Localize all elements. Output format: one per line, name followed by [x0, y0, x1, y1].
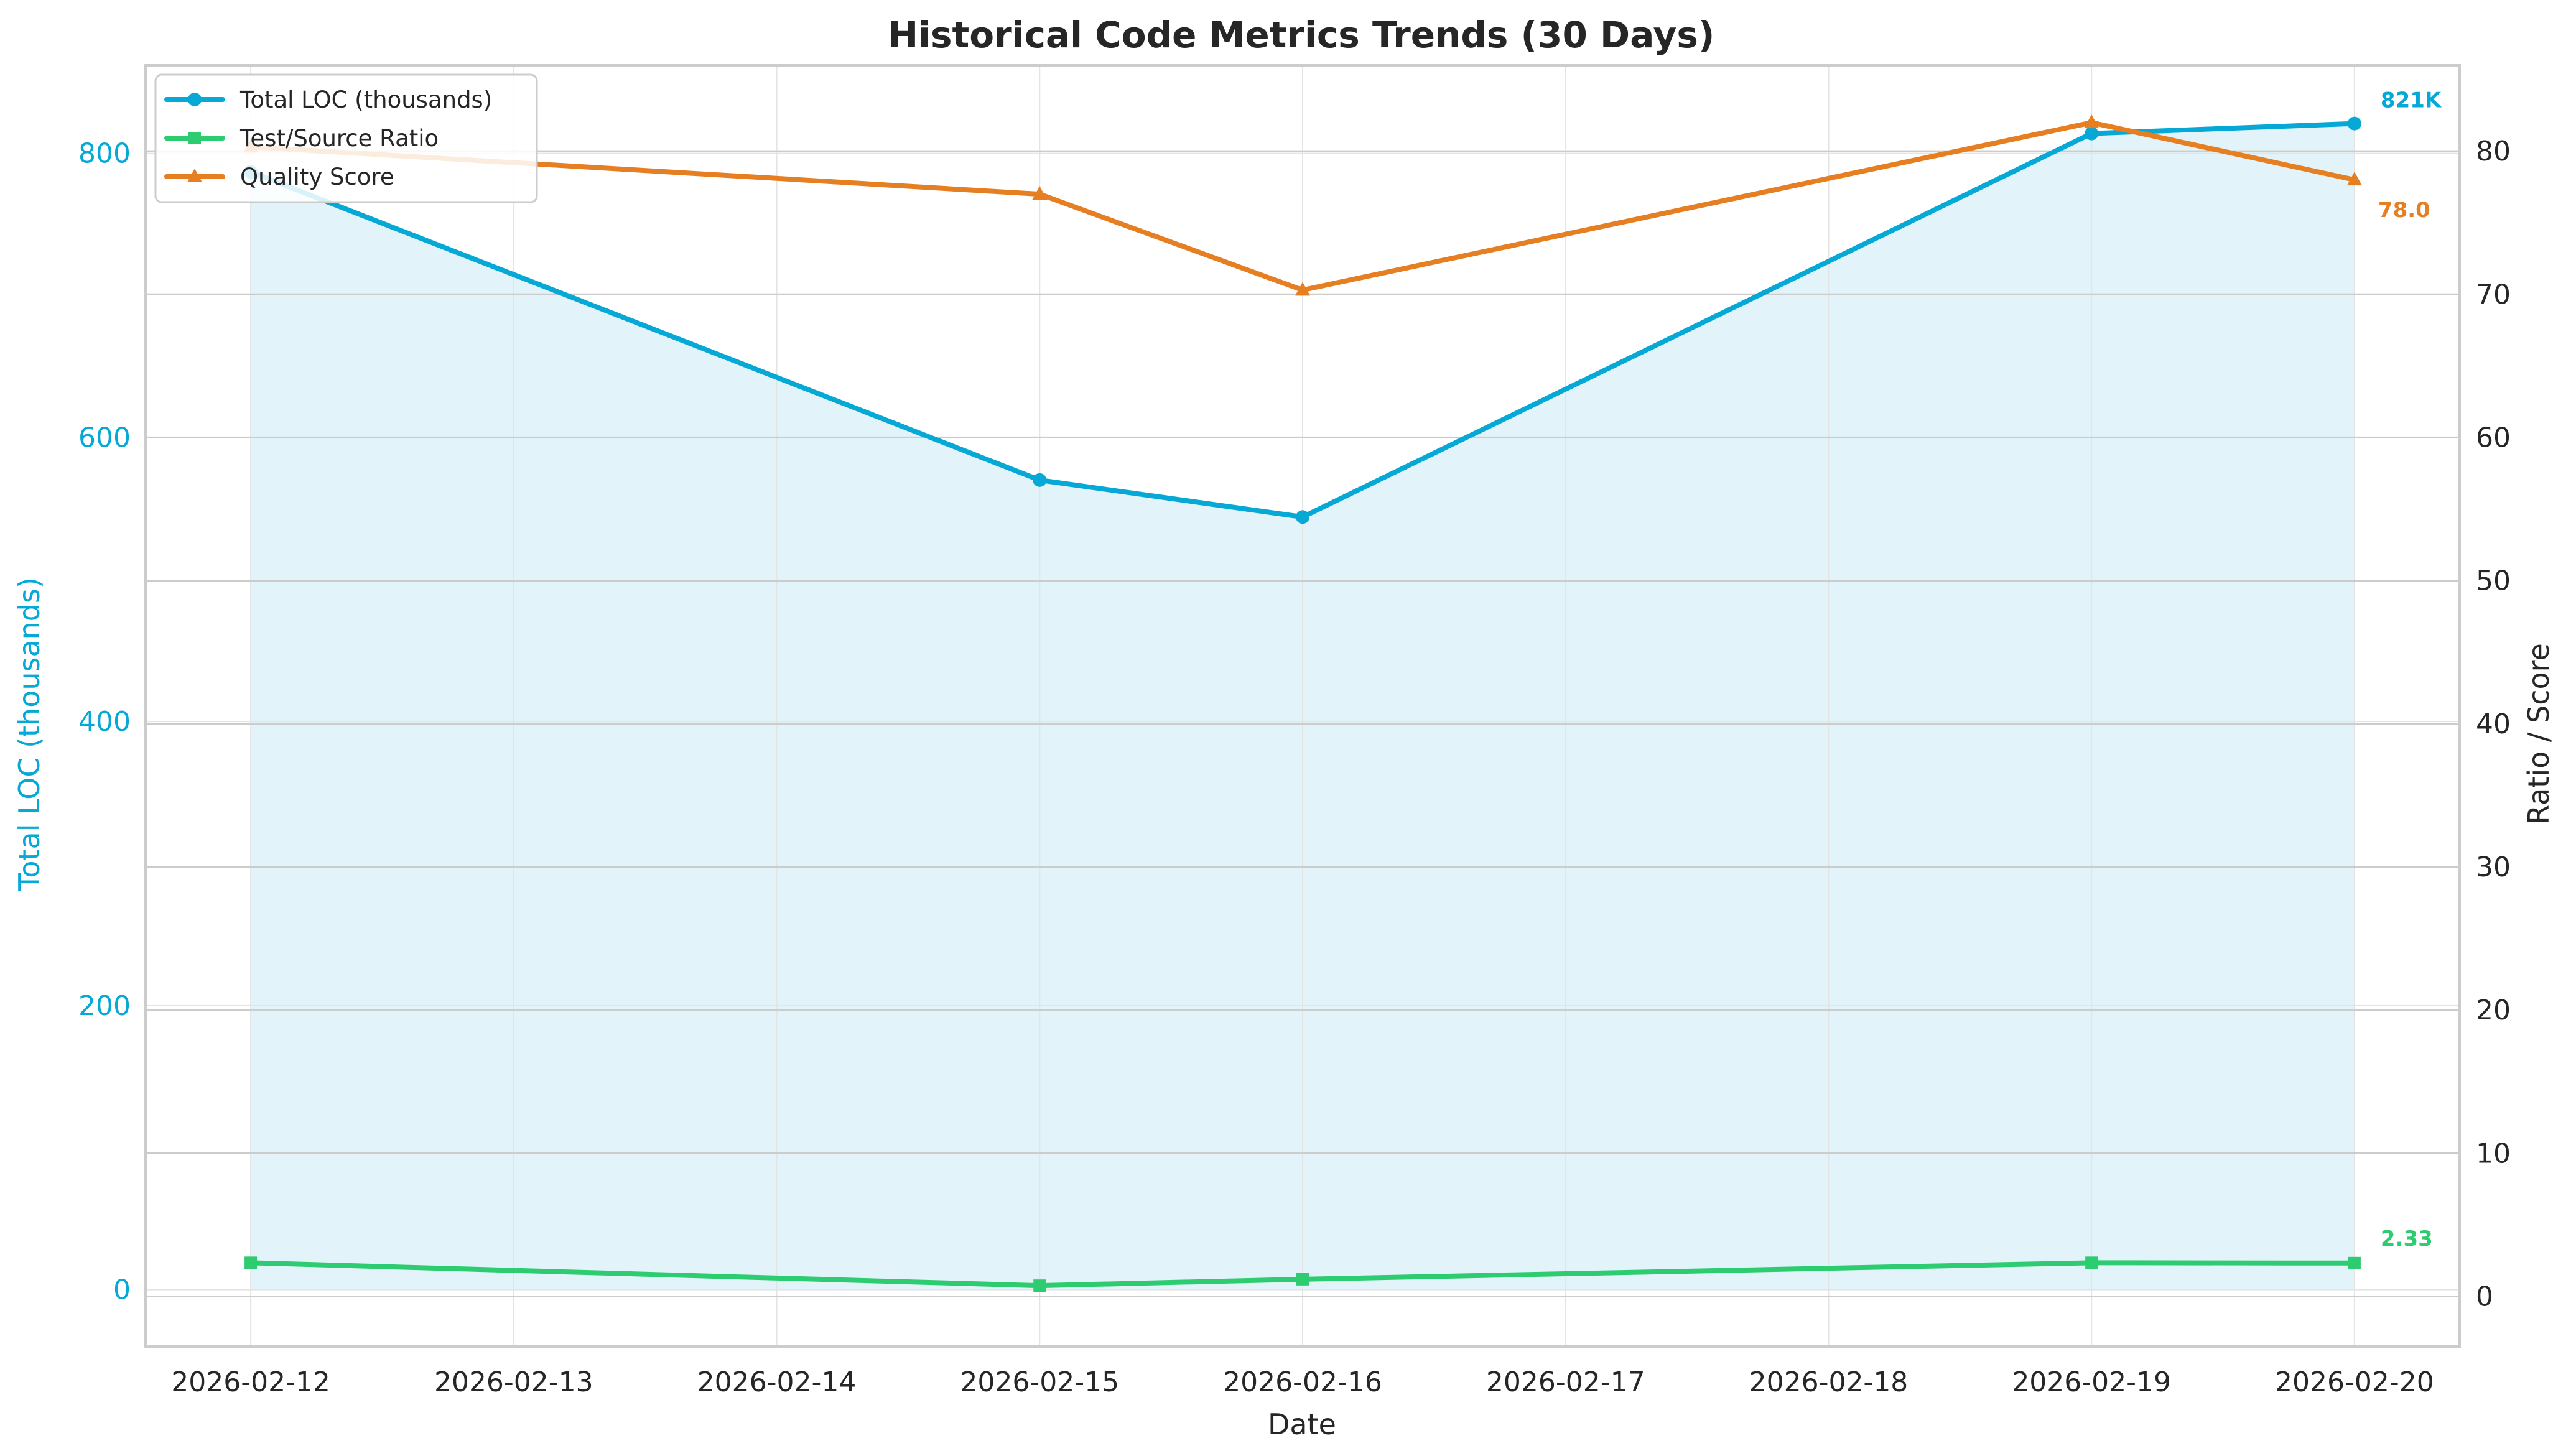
- y-right-tick-label: 10: [2476, 1138, 2511, 1169]
- end-value-label: 2.33: [2381, 1226, 2433, 1251]
- data-point-marker: [2348, 1256, 2361, 1269]
- legend: Total LOC (thousands) Test/Source Ratio Qu…: [154, 73, 538, 203]
- x-tick-label: 2026-02-18: [1749, 1366, 1909, 1398]
- label-layer: 821K 2.33 78.0: [2378, 88, 2442, 1251]
- y-right-tick-label: 40: [2476, 708, 2511, 740]
- data-point-marker: [2347, 116, 2361, 131]
- x-tick-label: 2026-02-15: [960, 1366, 1119, 1398]
- y-right-tick-label: 30: [2476, 851, 2511, 883]
- y-right-tick-label: 0: [2476, 1281, 2493, 1312]
- x-tick-label: 2026-02-13: [434, 1366, 593, 1398]
- data-point-marker: [188, 132, 201, 144]
- data-point-marker: [188, 93, 202, 106]
- y-axis-left-label: Total LOC (thousands): [12, 577, 46, 891]
- data-point-marker: [1032, 186, 1048, 200]
- legend-box: [154, 73, 538, 203]
- y-right-tick-label: 60: [2476, 422, 2511, 453]
- data-point-marker: [2085, 126, 2099, 141]
- y-axis-right-label: Ratio / Score: [2522, 643, 2555, 825]
- chart-title: Historical Code Metrics Trends (30 Days): [888, 14, 1715, 56]
- data-point-marker: [1033, 473, 1047, 487]
- y-left-tick-label: 400: [78, 706, 131, 738]
- x-tick-label: 2026-02-12: [171, 1366, 330, 1398]
- data-point-marker: [1033, 1279, 1046, 1292]
- y-left-tick-label: 0: [113, 1274, 131, 1306]
- y-left-tick-label: 600: [78, 422, 131, 453]
- y-right-tick-label: 20: [2476, 995, 2511, 1026]
- plot-frame: [144, 64, 2461, 1348]
- x-tick-label: 2026-02-20: [2275, 1366, 2434, 1398]
- data-point-marker: [2346, 172, 2362, 186]
- spine-layer: [144, 64, 2461, 1348]
- legend-label: Test/Source Ratio: [239, 125, 439, 152]
- y-right-tick-label: 50: [2476, 565, 2511, 597]
- y-right-tick-label: 70: [2476, 279, 2511, 310]
- series-layer: [243, 114, 2362, 1292]
- y-left-tick-label: 200: [78, 990, 131, 1022]
- x-axis-label: Date: [1268, 1407, 1336, 1441]
- y-left-tick-label: 800: [78, 138, 131, 170]
- data-point-marker: [187, 169, 202, 182]
- x-tick-label: 2026-02-16: [1223, 1366, 1382, 1398]
- grid-layer: [146, 65, 2460, 1347]
- x-tick-label: 2026-02-17: [1486, 1366, 1645, 1398]
- data-point-marker: [1296, 1273, 1309, 1286]
- end-value-label: 78.0: [2378, 198, 2430, 223]
- x-tick-label: 2026-02-14: [697, 1366, 857, 1398]
- end-value-label: 821K: [2381, 88, 2442, 113]
- tick-layer: 2026-02-12 2026-02-13 2026-02-14 2026-02-15…: [78, 136, 2511, 1398]
- data-point-marker: [1295, 282, 1310, 296]
- data-point-marker: [244, 1256, 258, 1269]
- data-point-marker: [2084, 114, 2099, 129]
- x-tick-label: 2026-02-19: [2012, 1366, 2171, 1398]
- legend-label: Quality Score: [240, 164, 394, 190]
- y-right-tick-label: 80: [2476, 136, 2511, 167]
- data-point-marker: [2085, 1256, 2098, 1269]
- data-point-marker: [1296, 510, 1309, 524]
- legend-label: Total LOC (thousands): [239, 86, 492, 113]
